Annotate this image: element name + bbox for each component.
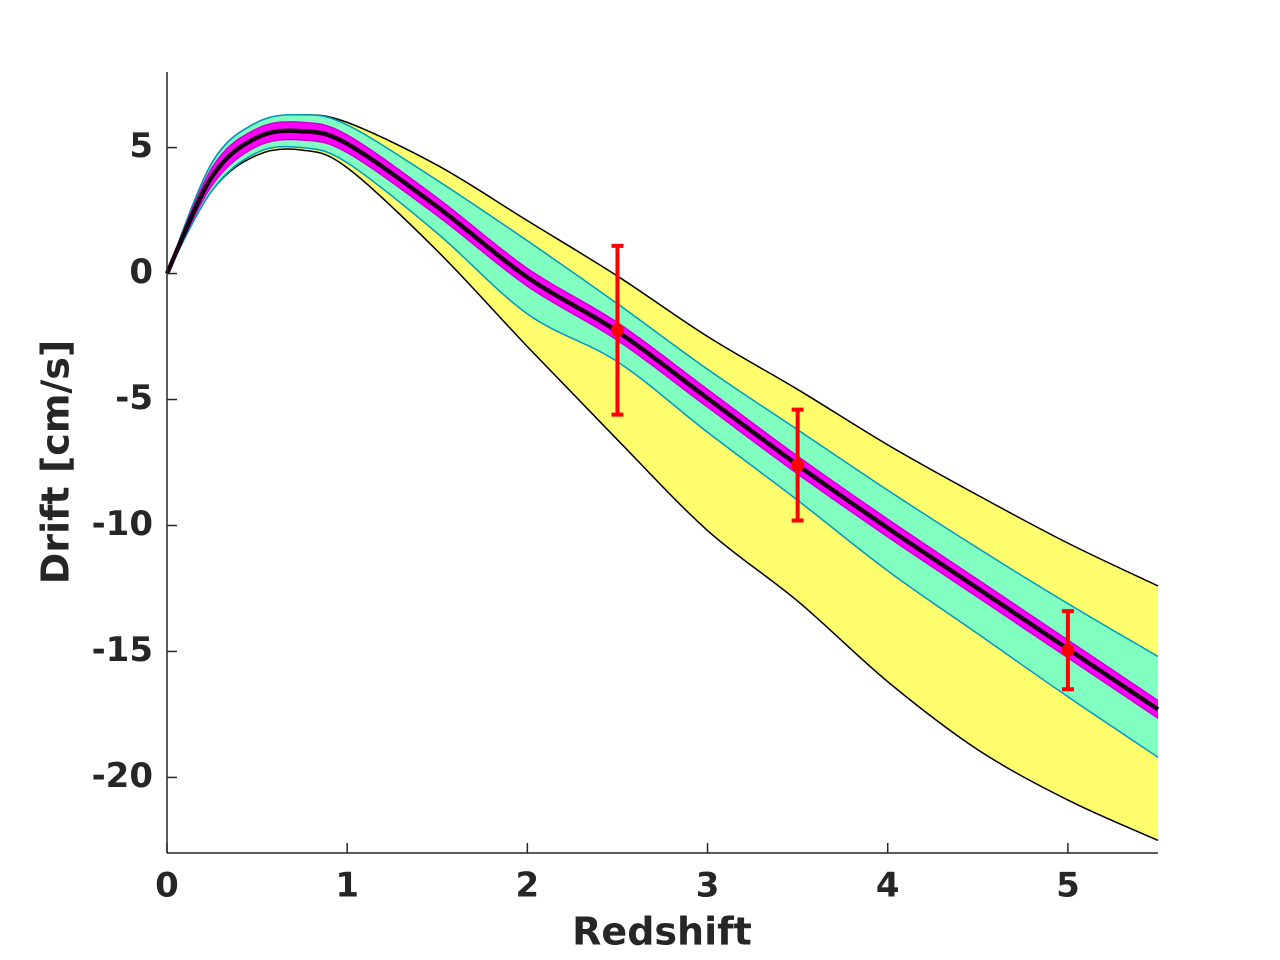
data-point: [610, 323, 624, 337]
x-tick-label: 5: [1056, 866, 1080, 906]
y-tick-label: 0: [129, 252, 153, 292]
y-tick-label: -15: [92, 630, 153, 670]
y-tick-label: -5: [115, 378, 153, 418]
band-edge: [166, 121, 1159, 702]
band-edge: [166, 138, 1159, 719]
y-axis-label: Drift [cm/s]: [34, 340, 78, 585]
x-tick-label: 2: [516, 866, 540, 906]
band-fill: [167, 114, 1158, 841]
x-axis-label: Redshift: [572, 910, 752, 954]
data-point: [791, 458, 805, 472]
band-edge: [166, 145, 1159, 758]
x-tick-label: 3: [696, 866, 720, 906]
y-tick-label: -20: [92, 756, 153, 796]
central-line: [164, 128, 1160, 712]
y-tick-label: -10: [92, 504, 153, 544]
y-tick-label: 5: [129, 126, 153, 166]
band-edge: [166, 113, 1159, 658]
x-tick-label: 1: [335, 866, 359, 906]
x-tick-label: 4: [876, 866, 900, 906]
band-edge: [166, 148, 1159, 842]
x-tick-label: 0: [155, 866, 179, 906]
data-point: [1061, 643, 1075, 657]
